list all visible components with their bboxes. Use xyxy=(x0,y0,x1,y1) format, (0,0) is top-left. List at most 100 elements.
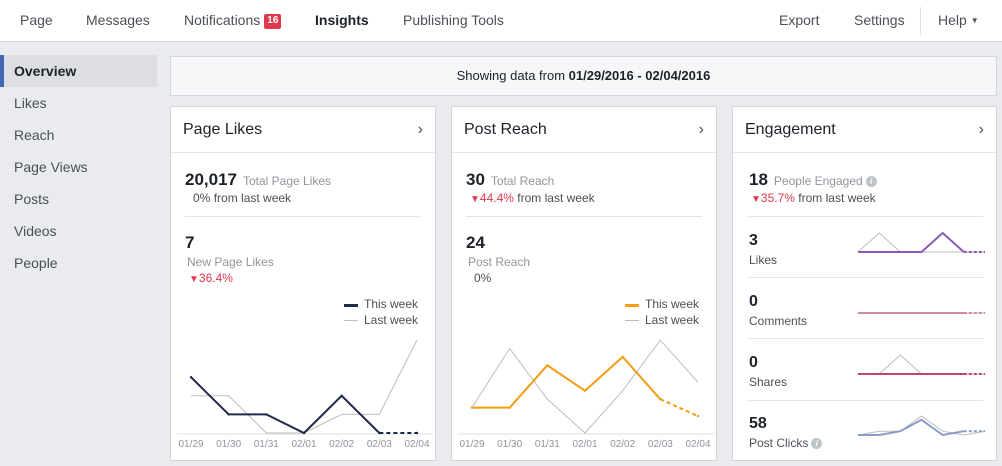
new-page-likes-value: 7 xyxy=(185,233,195,252)
x-tick-label: 01/29 xyxy=(459,439,484,450)
comments-label: Comments xyxy=(749,314,808,328)
help-label: Help xyxy=(938,12,967,28)
nav-divider xyxy=(920,7,921,35)
engagement-card-header[interactable]: Engagement › xyxy=(733,107,996,153)
people-engaged-label: People Engaged xyxy=(773,174,863,188)
new-page-likes-change: ▼36.4% xyxy=(189,271,233,285)
legend-label: Last week xyxy=(364,313,419,327)
divider xyxy=(747,216,983,217)
likes-label: Likes xyxy=(749,253,778,267)
x-tick-label: 02/01 xyxy=(291,439,316,450)
engagement-card: Engagement › 18 People Engaged i ▼35.7% fr… xyxy=(732,106,997,461)
this-week-point xyxy=(621,355,624,359)
date-range-prefix: Showing data from xyxy=(456,68,569,83)
this-week-point xyxy=(546,364,549,367)
last-week-series-line xyxy=(191,339,418,434)
engagement-title: Engagement xyxy=(745,121,836,138)
total-reach-value: 30 xyxy=(466,170,485,189)
sidebar-item-page-views[interactable]: Page Views xyxy=(14,159,88,175)
post-reach-label: Post Reach xyxy=(468,255,531,269)
date-range-value: 01/29/2016 - 02/04/2016 xyxy=(568,68,711,83)
legend-label: This week xyxy=(645,297,700,311)
x-tick-label: 01/30 xyxy=(216,439,241,450)
this-week-series-line xyxy=(190,376,381,435)
change-label: from last week xyxy=(213,191,292,205)
nav-tab-page[interactable]: Page xyxy=(20,12,53,28)
post-reach-card-header[interactable]: Post Reach › xyxy=(452,107,716,153)
chevron-right-icon[interactable]: › xyxy=(698,121,704,138)
total-reach-change: ▼44.4% from last week xyxy=(470,191,595,205)
change-percent: 44.4% xyxy=(479,191,514,205)
help-menu[interactable]: Help ▼ xyxy=(938,0,979,42)
info-icon[interactable]: i xyxy=(865,176,877,187)
legend-this-week: This week xyxy=(625,297,700,311)
x-tick-label: 02/01 xyxy=(572,439,597,450)
last-week-series-line xyxy=(471,339,699,434)
legend-swatch-last-week xyxy=(344,320,358,321)
post-reach-title: Post Reach xyxy=(464,121,547,138)
legend-swatch-this-week xyxy=(625,304,639,307)
x-tick-label: 02/04 xyxy=(685,439,710,450)
people-engaged-metric: 18 People Engaged i xyxy=(749,170,877,190)
sidebar-item-overview[interactable]: Overview xyxy=(0,55,157,87)
top-navigation: Page Messages Notifications 16 Insights P… xyxy=(0,0,1002,42)
post-clicks-metric: Post Clicks i xyxy=(749,436,823,450)
divider xyxy=(185,216,421,217)
post-clicks-label: Post Clicks xyxy=(749,436,809,450)
x-tick-label: 02/03 xyxy=(648,439,673,450)
info-icon[interactable]: i xyxy=(811,438,823,449)
sidebar-item-reach[interactable]: Reach xyxy=(14,127,55,143)
legend-label: Last week xyxy=(645,313,700,327)
legend-swatch-last-week xyxy=(625,320,639,321)
this-week-point xyxy=(415,431,419,435)
people-engaged-change: ▼35.7% from last week xyxy=(751,191,876,205)
legend-label: This week xyxy=(364,297,419,311)
nav-tab-messages[interactable]: Messages xyxy=(86,12,150,28)
settings-link[interactable]: Settings xyxy=(854,12,905,28)
change-percent: 0% xyxy=(193,191,211,205)
sidebar-item-posts[interactable]: Posts xyxy=(14,191,50,207)
nav-tab-notifications-label: Notifications xyxy=(184,12,261,28)
nav-tab-insights[interactable]: Insights xyxy=(315,12,369,28)
legend-swatch-this-week xyxy=(344,304,358,307)
date-range-banner: Showing data from 01/29/2016 - 02/04/201… xyxy=(170,56,997,96)
x-tick-label: 01/31 xyxy=(254,439,279,450)
page-likes-card: Page Likes › 20,017 Total Page Likes 0% f… xyxy=(170,106,436,461)
new-page-likes-label: New Page Likes xyxy=(187,255,274,269)
chevron-right-icon[interactable]: › xyxy=(978,121,984,138)
nav-tab-publishing-tools[interactable]: Publishing Tools xyxy=(403,12,504,28)
post-reach-value: 24 xyxy=(466,233,485,252)
sidebar-item-people[interactable]: People xyxy=(14,255,58,271)
change-label: from last week xyxy=(798,191,876,205)
x-tick-label: 02/02 xyxy=(329,439,354,450)
shares-value: 0 xyxy=(749,354,758,371)
x-tick-label: 02/02 xyxy=(610,439,635,450)
this-week-point xyxy=(265,413,268,416)
sidebar-item-likes[interactable]: Likes xyxy=(14,95,47,111)
people-engaged-value: 18 xyxy=(749,170,768,189)
chevron-right-icon[interactable]: › xyxy=(417,121,423,138)
page-likes-title: Page Likes xyxy=(183,121,263,138)
page-likes-line-chart: 01/29 01/30 01/31 02/01 02/02 02/03 02/04 xyxy=(177,339,433,450)
nav-tab-notifications[interactable]: Notifications 16 xyxy=(184,0,282,42)
export-link[interactable]: Export xyxy=(779,12,820,28)
down-arrow-icon: ▼ xyxy=(751,194,761,205)
sidebar-item-videos[interactable]: Videos xyxy=(14,223,57,239)
post-reach-card: Post Reach › 30 Total Reach ▼44.4% from l… xyxy=(451,106,717,461)
change-label: from last week xyxy=(517,191,595,205)
sparkline-last-week xyxy=(857,232,985,253)
total-reach-label: Total Reach xyxy=(490,174,555,188)
legend-this-week: This week xyxy=(344,297,419,311)
x-tick-label: 01/30 xyxy=(497,439,522,450)
likes-value: 3 xyxy=(749,232,758,249)
total-page-likes-change: 0% from last week xyxy=(193,191,291,205)
change-percent: 35.7% xyxy=(760,191,795,205)
legend-last-week: Last week xyxy=(344,313,419,327)
total-reach-metric: 30 Total Reach xyxy=(466,170,554,190)
this-week-point xyxy=(508,406,511,409)
page-likes-card-header[interactable]: Page Likes › xyxy=(171,107,435,153)
this-week-partial-segment xyxy=(659,398,699,418)
down-arrow-icon: ▼ xyxy=(470,194,480,205)
total-page-likes-metric: 20,017 Total Page Likes xyxy=(185,170,331,190)
this-week-point xyxy=(340,394,343,397)
